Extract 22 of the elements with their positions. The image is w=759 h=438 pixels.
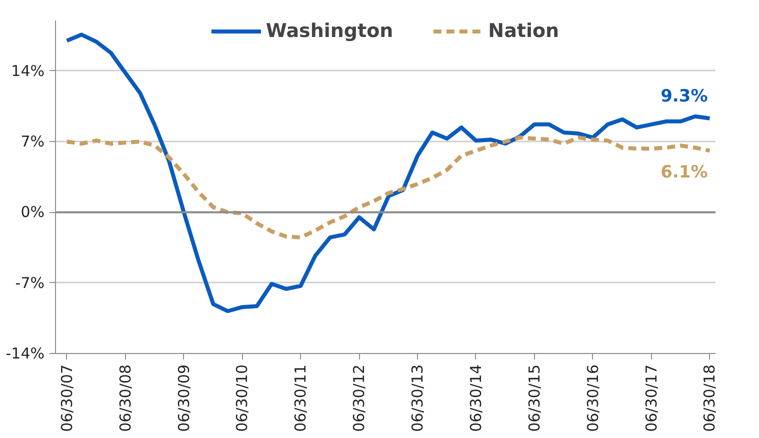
x-tick-label: 06/30/17 [642,364,660,432]
x-tick-label: 06/30/16 [584,364,602,432]
y-tick-label: -7% [15,274,45,292]
y-tick-label: 14% [11,62,45,80]
x-tick-label: 06/30/07 [58,364,76,432]
x-tick-label: 06/30/15 [525,364,544,432]
x-tick-label: 06/30/10 [233,364,252,432]
x-tick-label: 06/30/08 [116,364,134,432]
annotation: 6.1% [660,162,708,183]
x-tick-label: 06/30/12 [350,364,368,432]
x-tick-label: 06/30/14 [466,364,485,432]
annotation: 9.3% [660,86,708,106]
line-series [64,136,712,240]
x-tick-label: 06/30/18 [700,364,719,432]
y-tick-label: -14% [6,344,45,362]
legend-label: Nation [488,20,560,42]
y-tick-label: 0% [20,203,44,222]
legend-label: Washington [266,20,394,42]
x-tick-label: 06/30/11 [292,364,310,432]
x-tick-label: 06/30/09 [174,364,193,432]
x-tick-label: 06/30/13 [408,364,427,432]
y-tick-label: 7% [20,132,44,151]
